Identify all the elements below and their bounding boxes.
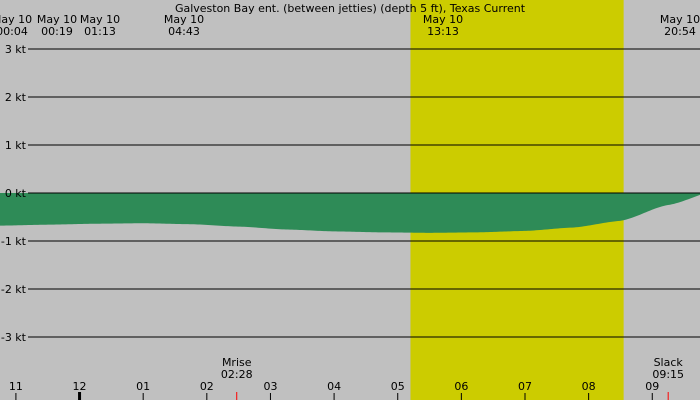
y-tick-label: -3 kt xyxy=(1,331,27,344)
hour-tick-label: 11 xyxy=(9,380,23,393)
top-label-date: May 10 xyxy=(660,13,700,26)
bottom-label-time: 09:15 xyxy=(652,368,684,381)
hour-tick-label: 05 xyxy=(391,380,405,393)
top-label-time: 04:43 xyxy=(168,25,200,38)
top-label-time: 13:13 xyxy=(427,25,459,38)
hour-tick-label: 04 xyxy=(327,380,341,393)
ebb-current-area xyxy=(0,193,700,233)
hour-tick-labels: 11 12 01 02 03 04 05 06 07 08 09 xyxy=(9,380,659,400)
top-label-time: 20:54 xyxy=(664,25,696,38)
chart-title: Galveston Bay ent. (between jetties) (de… xyxy=(175,2,526,15)
y-tick-label: -2 kt xyxy=(1,283,27,296)
hour-tick-label: 01 xyxy=(136,380,150,393)
hour-tick-label: 08 xyxy=(582,380,596,393)
top-label-time: 00:04 xyxy=(0,25,28,38)
hour-tick-label: 06 xyxy=(454,380,468,393)
hour-tick-label: 02 xyxy=(200,380,214,393)
top-label-date: May 10 xyxy=(80,13,120,26)
y-tick-labels: 3 kt 2 kt 1 kt 0 kt -1 kt -2 kt -3 kt xyxy=(1,43,27,344)
top-label-time: 01:13 xyxy=(84,25,116,38)
event-tick-marks xyxy=(236,392,669,400)
y-tick-label: 0 kt xyxy=(5,187,27,200)
hour-tick-label: 03 xyxy=(263,380,277,393)
y-tick-label: -1 kt xyxy=(1,235,27,248)
hour-tick-label: 12 xyxy=(73,380,87,393)
top-label-date: May 10 xyxy=(164,13,204,26)
bottom-label-name: Slack xyxy=(654,356,684,369)
top-label-date: May 10 xyxy=(0,13,32,26)
y-tick-label: 1 kt xyxy=(5,139,27,152)
hour-tick-label: 09 xyxy=(645,380,659,393)
y-tick-label: 2 kt xyxy=(5,91,27,104)
bottom-label-name: Mrise xyxy=(222,356,252,369)
y-tick-label: 3 kt xyxy=(5,43,27,56)
top-label-date: May 10 xyxy=(423,13,463,26)
hour-tick-label: 07 xyxy=(518,380,532,393)
bottom-label-time: 02:28 xyxy=(221,368,253,381)
top-label-date: May 10 xyxy=(37,13,77,26)
top-label-time: 00:19 xyxy=(41,25,73,38)
